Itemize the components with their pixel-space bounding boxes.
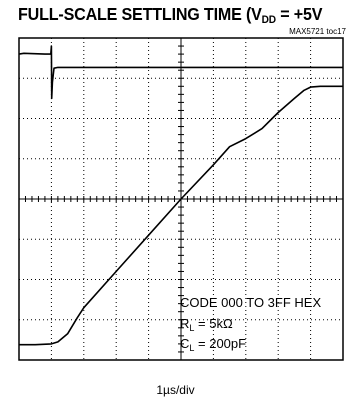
trace-lower: [19, 85, 343, 346]
annotation-line1: CODE 000 TO 3FF HEX: [180, 295, 321, 310]
oscilloscope-plot: CODE 000 TO 3FF HEX RL = 5kΩ CL = 200pF: [18, 37, 344, 361]
title-main: FULL-SCALE SETTLING TIME (V: [18, 4, 262, 24]
chart-title: FULL-SCALE SETTLING TIME (VDD = +5V: [18, 4, 322, 26]
annotation-line2: RL = 5kΩ: [180, 316, 233, 333]
annotation: CODE 000 TO 3FF HEX RL = 5kΩ CL = 200pF: [180, 295, 321, 353]
traces: [18, 45, 343, 346]
trace-upper: [18, 45, 343, 100]
figure-id: MAX5721 toc17: [289, 27, 346, 36]
plot-frame: [18, 37, 344, 361]
grid: [18, 37, 344, 361]
title-tail: = +5V: [275, 4, 323, 24]
title-subscript: DD: [261, 14, 276, 26]
annotation-line3: CL = 200pF: [180, 336, 246, 353]
x-axis-label: 1µs/div: [156, 383, 195, 397]
